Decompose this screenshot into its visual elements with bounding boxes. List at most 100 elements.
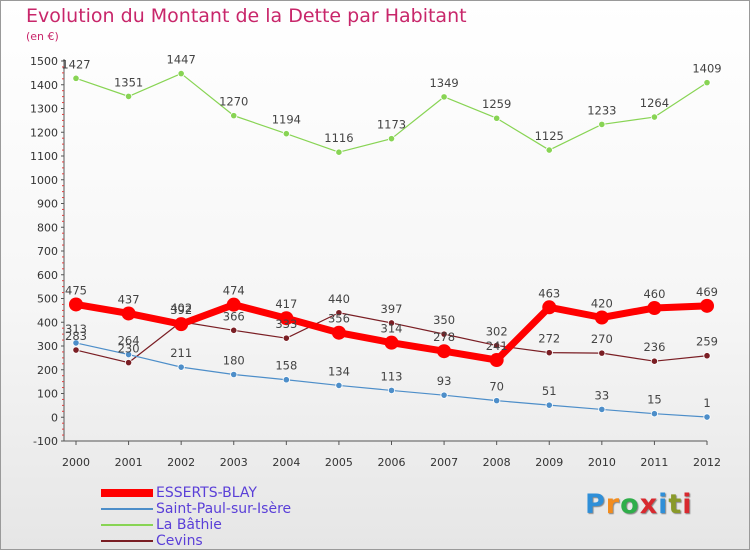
y-tick-label: 1100 [30,150,58,163]
data-point [279,311,294,326]
logo-letter: P [585,489,606,520]
y-tick-label: 400 [37,316,58,329]
data-point [177,69,185,78]
data-label: 33 [595,388,610,402]
data-point [440,93,448,101]
data-label: 1194 [272,113,301,127]
data-point [72,74,80,82]
data-point [335,148,343,156]
x-tick-label: 2011 [640,456,668,469]
data-label: 1116 [324,131,353,145]
data-point [335,381,343,390]
data-label: 15 [647,393,662,407]
data-label: 469 [696,285,718,299]
legend-label: ESSERTS-BLAY [156,485,257,501]
data-label: 264 [118,334,140,348]
x-tick-label: 2003 [220,456,248,469]
chart-subtitle: (en €) [26,30,59,43]
y-tick-label: 1000 [30,174,58,187]
data-point [703,413,711,421]
data-point [387,386,396,395]
data-label: 313 [65,322,87,336]
data-point [598,120,606,129]
data-label: 474 [223,284,245,298]
x-tick-label: 2009 [535,456,563,469]
data-point [226,297,241,312]
data-point [69,297,83,312]
y-tick-label: 1500 [30,55,58,68]
data-label: 1270 [219,95,248,109]
data-label: 402 [170,301,192,315]
data-label: 278 [433,330,455,344]
data-label: 134 [328,364,350,378]
y-tick-label: 500 [37,293,58,306]
data-label: 113 [381,369,403,383]
data-label: 1447 [167,53,196,67]
x-tick-label: 2005 [325,456,353,469]
data-point [489,353,504,368]
data-point [545,349,553,357]
data-point [440,330,448,338]
data-point [72,339,80,347]
x-tick-label: 2012 [693,456,721,469]
y-tick-label: 800 [37,221,58,234]
y-tick-label: 1400 [30,79,58,92]
x-tick-label: 2001 [115,456,143,469]
data-point [124,350,133,359]
legend-swatch [101,540,153,542]
data-point [282,334,290,342]
data-label: 417 [275,297,297,311]
data-point [650,113,659,121]
data-label: 93 [437,374,452,388]
y-tick-label: 1300 [30,103,58,116]
legend-swatch [101,489,153,497]
data-point [335,309,343,317]
y-tick-label: 200 [37,364,58,377]
x-tick-label: 2000 [62,456,90,469]
data-label: 440 [328,292,350,306]
x-tick-label: 2004 [272,456,300,469]
y-tick-label: 0 [51,411,58,424]
x-tick-label: 2002 [167,456,195,469]
y-tick-label: 1200 [30,126,58,139]
data-label: 1173 [377,118,406,132]
data-point [230,370,238,379]
data-label: 236 [643,340,665,354]
data-point [121,306,136,321]
data-label: 366 [223,309,245,323]
data-point [598,405,606,414]
chart-title: Evolution du Montant de la Dette par Hab… [26,5,467,27]
data-point [124,359,133,367]
data-point [703,352,711,360]
data-label: 460 [643,287,665,301]
logo-letter: t [668,489,683,520]
data-point [493,114,501,122]
data-point [174,317,189,332]
y-tick-label: 900 [37,198,58,211]
data-label: 211 [170,346,192,360]
y-tick-label: 600 [37,269,58,282]
proxiti-logo: Proxiti [585,489,693,520]
logo-letter: i [682,489,693,520]
x-tick-label: 2006 [378,456,406,469]
legend-label: La Bâthie [156,517,222,533]
data-point [542,300,557,315]
data-label: 1259 [482,97,511,111]
data-label: 1 [703,396,710,410]
data-label: 356 [328,312,350,326]
data-point [437,344,452,359]
data-label: 1233 [587,103,616,117]
data-label: 397 [381,302,403,316]
logo-letter: x [639,489,659,520]
data-point [177,363,185,371]
data-label: 180 [223,354,245,368]
data-point [650,357,659,365]
data-point [387,135,396,143]
data-point [594,310,609,325]
data-label: 475 [65,283,87,297]
x-tick-label: 2007 [430,456,458,469]
y-tick-label: 700 [37,245,58,258]
data-point [331,325,346,340]
data-label: 272 [538,332,560,346]
